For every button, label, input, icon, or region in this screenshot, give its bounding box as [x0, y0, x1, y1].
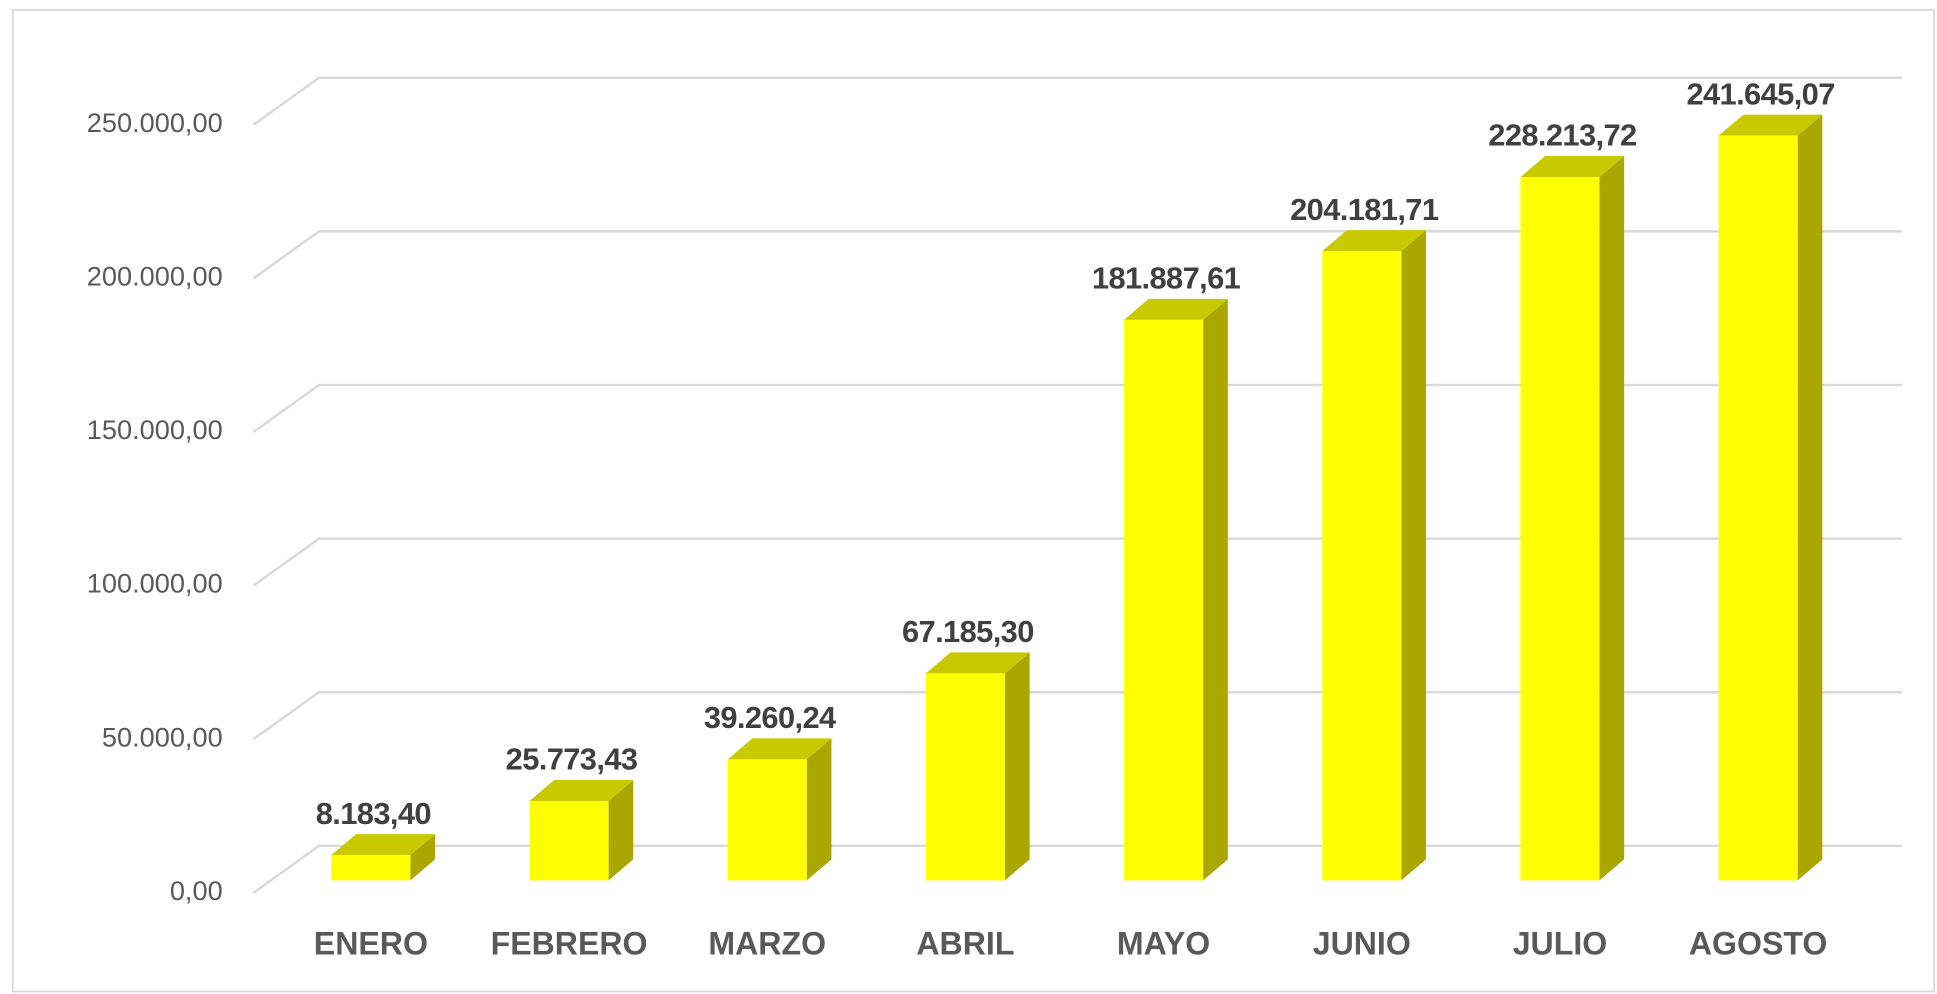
- data-label: 228.213,72: [1488, 118, 1636, 153]
- bar-top: [529, 779, 634, 801]
- x-tick-label: MARZO: [708, 925, 826, 961]
- bar-side: [410, 834, 436, 881]
- data-label: 67.185,30: [902, 614, 1034, 649]
- grid-line: [252, 76, 1902, 126]
- bar-side: [1797, 114, 1823, 881]
- y-tick-label: 100.000,00: [87, 568, 223, 599]
- bar-side: [608, 779, 634, 881]
- bar-side: [806, 738, 832, 881]
- x-tick-label: JUNIO: [1313, 925, 1411, 961]
- x-tick-label: JULIO: [1513, 925, 1608, 961]
- bar: [727, 759, 807, 881]
- bar: [925, 673, 1005, 881]
- y-tick-label: 200.000,00: [87, 260, 223, 291]
- data-label: 8.183,40: [316, 796, 431, 831]
- bar-top: [1718, 114, 1823, 136]
- y-tick-label: 250.000,00: [87, 107, 223, 138]
- data-label: 204.181,71: [1290, 192, 1439, 227]
- y-tick-label: 50.000,00: [102, 721, 223, 752]
- bar: [1718, 135, 1798, 881]
- bar: [331, 855, 411, 881]
- bar-top: [1124, 298, 1228, 320]
- bar-side: [1599, 156, 1625, 881]
- y-tick-label: 150.000,00: [87, 414, 223, 445]
- bar: [1322, 251, 1402, 881]
- x-tick-label: MAYO: [1117, 925, 1210, 961]
- data-label: 181.887,61: [1092, 260, 1241, 295]
- x-tick-label: ABRIL: [916, 925, 1014, 961]
- bar-top: [1520, 156, 1625, 178]
- data-label: 241.645,07: [1686, 76, 1834, 111]
- y-tick-label: 0,00: [170, 875, 223, 906]
- bar-top: [1322, 230, 1426, 252]
- bar-top: [727, 738, 832, 760]
- bar-top: [331, 834, 436, 856]
- bar-side: [1004, 652, 1030, 881]
- x-tick-label: ENERO: [314, 925, 428, 961]
- bar-side: [1401, 230, 1426, 881]
- x-tick-label: AGOSTO: [1689, 925, 1828, 961]
- data-label: 39.260,24: [704, 700, 836, 735]
- x-tick-label: FEBRERO: [491, 925, 648, 961]
- bar-side: [1203, 298, 1228, 881]
- bar: [1124, 319, 1204, 881]
- data-label: 25.773,43: [506, 742, 638, 777]
- bar-top: [925, 652, 1030, 674]
- bar: [1520, 177, 1600, 881]
- bar: [529, 800, 609, 881]
